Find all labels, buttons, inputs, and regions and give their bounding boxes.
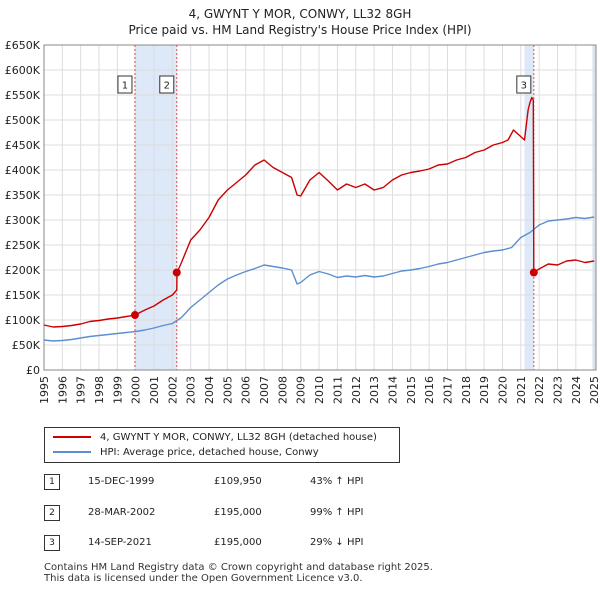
x-tick-label: 2001: [148, 376, 161, 404]
x-tick-label: 2003: [185, 376, 198, 404]
legend-label-hpi: HPI: Average price, detached house, Conw…: [100, 447, 319, 458]
plot-border: [43, 44, 597, 371]
series-line-hpi: [43, 216, 595, 342]
sale-label-frame: [159, 75, 175, 94]
sale-label-text: 1: [122, 81, 128, 92]
shaded-band-1: [135, 45, 177, 370]
x-tick-label: 2023: [551, 376, 564, 404]
x-tick-label: 2007: [258, 376, 271, 404]
x-tick-label: 2021: [515, 376, 528, 404]
footer-licence: This data is licensed under the Open Gov…: [44, 573, 363, 584]
x-tick-label: 2011: [331, 376, 344, 404]
x-tick-label: 2009: [295, 376, 308, 404]
y-tick-label: £650K: [5, 39, 41, 52]
x-tick-label: 2024: [570, 376, 583, 404]
legend-label-property: 4, GWYNT Y MOR, CONWY, LL32 8GH (detache…: [100, 432, 377, 443]
sale-date: 15-DEC-1999: [88, 476, 155, 487]
x-tick-label: 2017: [441, 376, 454, 404]
legend-swatch-hpi: [53, 451, 91, 453]
x-tick-label: 2010: [313, 376, 326, 404]
footer-copyright: Contains HM Land Registry data © Crown c…: [44, 562, 433, 573]
x-tick-label: 2000: [130, 376, 143, 404]
chart-title: 4, GWYNT Y MOR, CONWY, LL32 8GH: [188, 7, 412, 21]
x-tick-label: 2019: [478, 376, 491, 404]
sale-label-frame: [117, 75, 133, 94]
y-tick-label: £500K: [5, 114, 41, 127]
y-tick-label: £400K: [5, 164, 41, 177]
x-tick-label: 2013: [368, 376, 381, 404]
y-tick-label: £550K: [5, 89, 41, 102]
legend-item-hpi: HPI: Average price, detached house, Conw…: [53, 446, 319, 460]
footer: Contains HM Land Registry data © Crown c…: [44, 562, 433, 584]
x-tick-label: 1998: [93, 376, 106, 404]
y-tick-label: £0: [26, 364, 40, 377]
sale-date: 28-MAR-2002: [88, 507, 156, 518]
sale-point: [130, 311, 139, 320]
sale-point: [172, 268, 181, 277]
y-tick-label: £600K: [5, 64, 41, 77]
y-tick-label: £150K: [5, 289, 41, 302]
sale-label-box: 2: [159, 75, 175, 94]
x-tick-label: 2008: [276, 376, 289, 404]
sale-label-box: 3: [516, 75, 532, 94]
y-tick-label: £100K: [5, 314, 41, 327]
sale-point: [529, 268, 538, 277]
table-row: 1 15-DEC-1999 £109,950 43% ↑ HPI: [44, 474, 564, 492]
sale-label-box: 1: [117, 75, 133, 94]
x-tick-label: 2018: [460, 376, 473, 404]
x-tick-label: 2014: [386, 376, 399, 404]
sale-number-badge: 1: [44, 474, 60, 490]
x-tick-label: 2025: [588, 376, 600, 404]
sale-hpi-change: 43% ↑ HPI: [310, 476, 364, 487]
table-row: 3 14-SEP-2021 £195,000 29% ↓ HPI: [44, 535, 564, 553]
series-line-property: [43, 96, 595, 328]
legend: 4, GWYNT Y MOR, CONWY, LL32 8GH (detache…: [44, 427, 400, 463]
x-tick-label: 2006: [240, 376, 253, 404]
x-tick-label: 1999: [111, 376, 124, 404]
chart-subtitle: Price paid vs. HM Land Registry's House …: [128, 23, 472, 37]
y-tick-label: £200K: [5, 264, 41, 277]
sale-label-text: 2: [164, 81, 170, 92]
sale-number-badge: 3: [44, 535, 60, 551]
shaded-band-2: [524, 45, 534, 370]
x-tick-label: 1995: [38, 376, 51, 404]
x-tick-label: 1997: [75, 376, 88, 404]
legend-swatch-property: [53, 436, 91, 438]
sale-date: 14-SEP-2021: [88, 537, 152, 548]
sale-number-badge: 2: [44, 505, 60, 521]
plot-area: [44, 45, 596, 370]
sale-price: £109,950: [214, 476, 262, 487]
x-tick-label: 2005: [221, 376, 234, 404]
y-tick-label: £350K: [5, 189, 41, 202]
x-tick-label: 1996: [56, 376, 69, 404]
sale-label-text: 3: [521, 81, 527, 92]
price-chart: £0 £50K £100K £150K £200K £250K £300K £350K £400…: [5, 39, 600, 404]
y-tick-label: £50K: [12, 339, 41, 352]
x-tick-label: 2022: [533, 376, 546, 404]
y-tick-label: £250K: [5, 239, 41, 252]
legend-item-property: 4, GWYNT Y MOR, CONWY, LL32 8GH (detache…: [53, 431, 377, 445]
x-tick-label: 2012: [350, 376, 363, 404]
x-tick-label: 2015: [405, 376, 418, 404]
sale-hpi-change: 29% ↓ HPI: [310, 537, 364, 548]
x-tick-label: 2020: [496, 376, 509, 404]
sale-price: £195,000: [214, 507, 262, 518]
x-tick-label: 2002: [166, 376, 179, 404]
chart-title-block: 4, GWYNT Y MOR, CONWY, LL32 8GH Price pa…: [0, 6, 600, 38]
sale-label-frame: [516, 75, 532, 94]
y-tick-label: £300K: [5, 214, 41, 227]
y-tick-label: £450K: [5, 139, 41, 152]
sale-hpi-change: 99% ↑ HPI: [310, 507, 364, 518]
sale-price: £195,000: [214, 537, 262, 548]
x-tick-label: 2004: [203, 376, 216, 404]
table-row: 2 28-MAR-2002 £195,000 99% ↑ HPI: [44, 505, 564, 523]
x-tick-label: 2016: [423, 376, 436, 404]
